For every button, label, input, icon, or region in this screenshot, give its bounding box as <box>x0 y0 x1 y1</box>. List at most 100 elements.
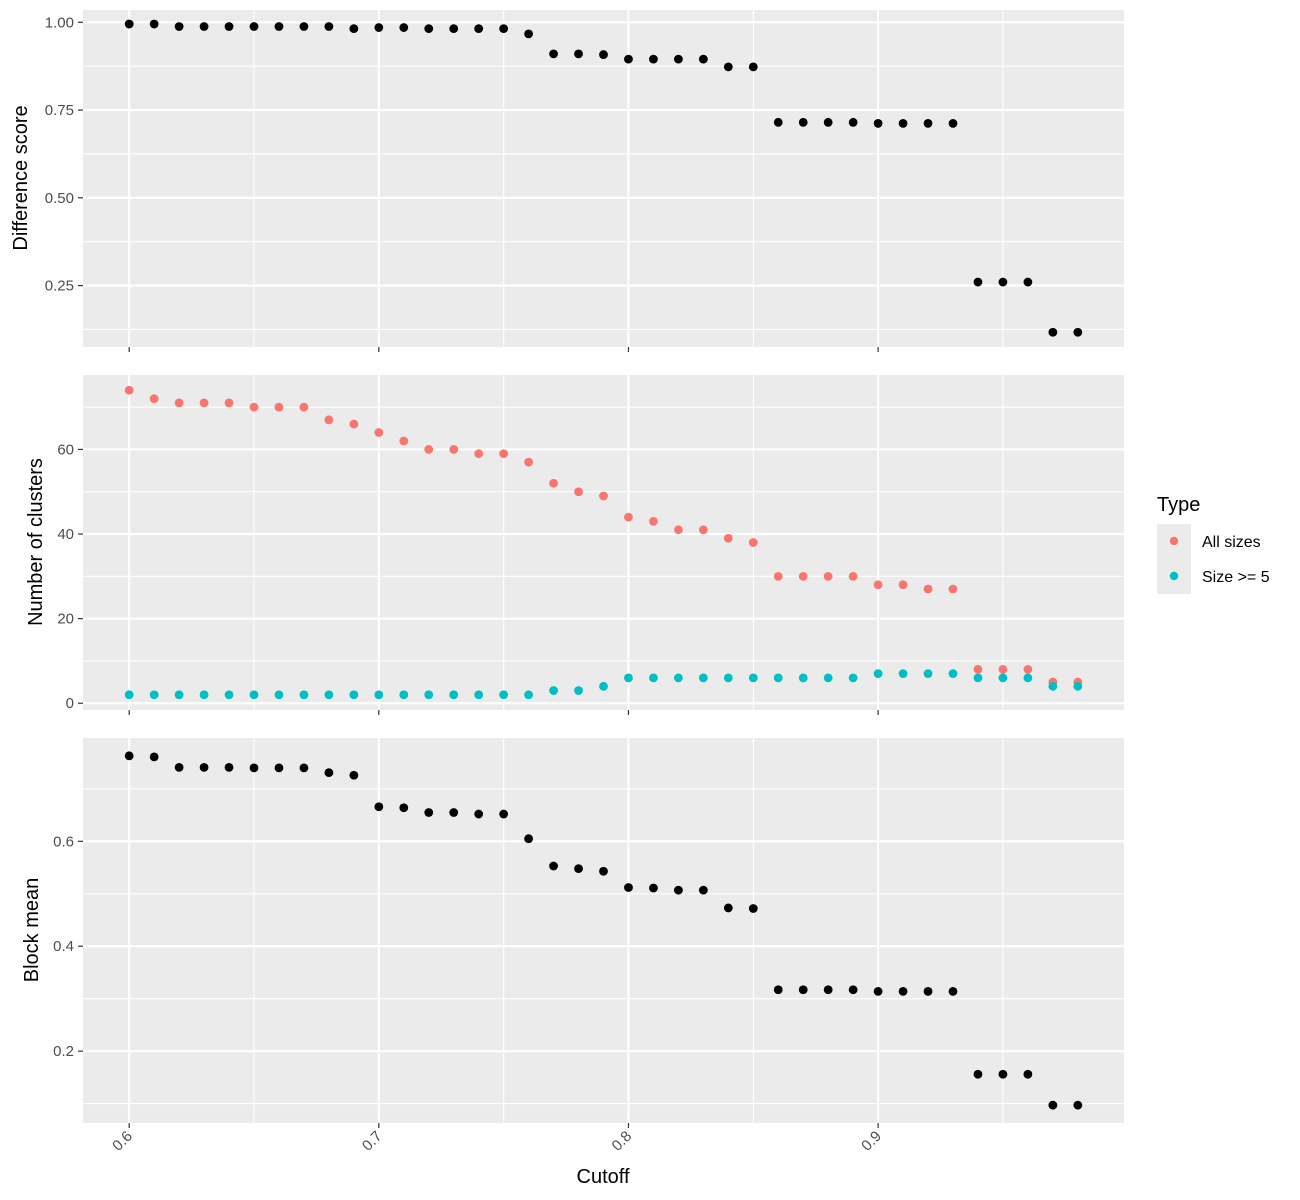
data-point <box>873 986 883 996</box>
data-point <box>524 457 534 467</box>
data-point <box>449 445 459 454</box>
y-tick-label: 0.2 <box>53 1043 74 1060</box>
data-point <box>649 673 658 683</box>
x-axis-ticks <box>128 1123 879 1128</box>
data-point <box>199 398 209 408</box>
data-point <box>848 673 858 683</box>
data-point <box>599 491 608 501</box>
data-point <box>673 673 683 683</box>
data-point <box>399 803 409 813</box>
y-axis-title: Difference score <box>10 105 32 250</box>
data-point <box>923 118 933 128</box>
points <box>124 751 1083 1110</box>
x-axis-title: Cutoff <box>577 1166 630 1188</box>
data-point <box>649 516 658 526</box>
data-point <box>923 669 933 679</box>
data-point <box>199 762 209 772</box>
data-point <box>1048 327 1058 337</box>
data-point <box>224 398 234 408</box>
data-point <box>374 23 384 32</box>
y-axis-title: Block mean <box>21 878 43 983</box>
data-point <box>349 770 359 780</box>
data-point <box>574 864 583 874</box>
data-point <box>224 22 234 31</box>
x-tick-label: 0.8 <box>609 1128 636 1155</box>
data-point <box>798 117 808 127</box>
data-point <box>424 690 434 700</box>
data-point <box>1073 327 1083 337</box>
data-point <box>873 669 883 679</box>
data-point <box>1073 681 1083 691</box>
x-tick-label: 0.7 <box>359 1128 386 1155</box>
data-point <box>424 808 434 817</box>
data-point <box>574 49 583 59</box>
data-point <box>399 436 409 446</box>
x-axis-ticks <box>128 347 879 352</box>
data-point <box>349 690 359 700</box>
data-point <box>324 768 334 778</box>
data-point <box>149 690 159 700</box>
data-point <box>149 394 159 404</box>
data-point <box>973 664 983 674</box>
legend: Type All sizes Size >= 5 <box>1157 494 1270 594</box>
x-tick-label: 0.6 <box>109 1128 136 1155</box>
data-point <box>399 690 409 700</box>
data-point <box>549 861 558 871</box>
data-point <box>624 512 633 522</box>
data-point <box>499 24 509 34</box>
data-point <box>898 986 908 996</box>
data-point <box>1023 664 1033 674</box>
data-point <box>124 751 134 761</box>
data-point <box>1048 1100 1058 1110</box>
data-point <box>524 690 534 700</box>
data-point <box>748 538 758 547</box>
data-point <box>998 277 1008 287</box>
data-point <box>124 19 134 29</box>
grid-lines <box>83 738 1124 1123</box>
data-point <box>574 487 583 497</box>
y-axis-title: Number of clusters <box>25 458 47 626</box>
data-point <box>524 834 534 844</box>
data-point <box>249 22 259 31</box>
data-point <box>499 690 509 700</box>
data-point <box>748 904 758 913</box>
y-tick-label: 0.75 <box>45 102 74 119</box>
data-point <box>224 690 234 700</box>
data-point <box>324 690 334 700</box>
y-axis-ticks: 0.25 0.50 0.75 1.00 <box>45 14 83 295</box>
data-point <box>848 571 858 581</box>
data-point <box>574 686 583 695</box>
data-point <box>1023 673 1033 683</box>
data-point <box>549 478 558 488</box>
data-point <box>998 1069 1008 1079</box>
y-tick-label: 0 <box>66 695 74 712</box>
data-point <box>723 673 733 683</box>
data-point <box>948 986 958 996</box>
data-point <box>474 809 484 819</box>
data-point <box>599 866 608 876</box>
legend-key-all-sizes <box>1169 536 1179 546</box>
y-tick-label: 0.50 <box>45 190 74 207</box>
data-point <box>823 571 833 581</box>
data-point <box>698 525 708 535</box>
data-point <box>649 54 658 64</box>
data-point <box>449 24 459 34</box>
grid-lines <box>83 10 1124 347</box>
legend-title: Type <box>1157 494 1200 516</box>
y-tick-label: 0.6 <box>53 833 74 850</box>
x-axis-tick-labels: 0.6 0.7 0.8 0.9 <box>109 1128 885 1155</box>
data-point <box>773 571 783 581</box>
legend-label-all-sizes: All sizes <box>1202 534 1261 551</box>
data-point <box>149 752 159 762</box>
data-point <box>499 449 509 459</box>
data-point <box>1023 277 1033 287</box>
data-point <box>848 117 858 127</box>
data-point <box>374 802 384 812</box>
data-point <box>923 584 933 594</box>
data-point <box>174 398 184 408</box>
data-point <box>274 763 284 773</box>
data-point <box>299 763 309 773</box>
y-tick-label: 20 <box>57 611 74 628</box>
data-point <box>798 985 808 995</box>
